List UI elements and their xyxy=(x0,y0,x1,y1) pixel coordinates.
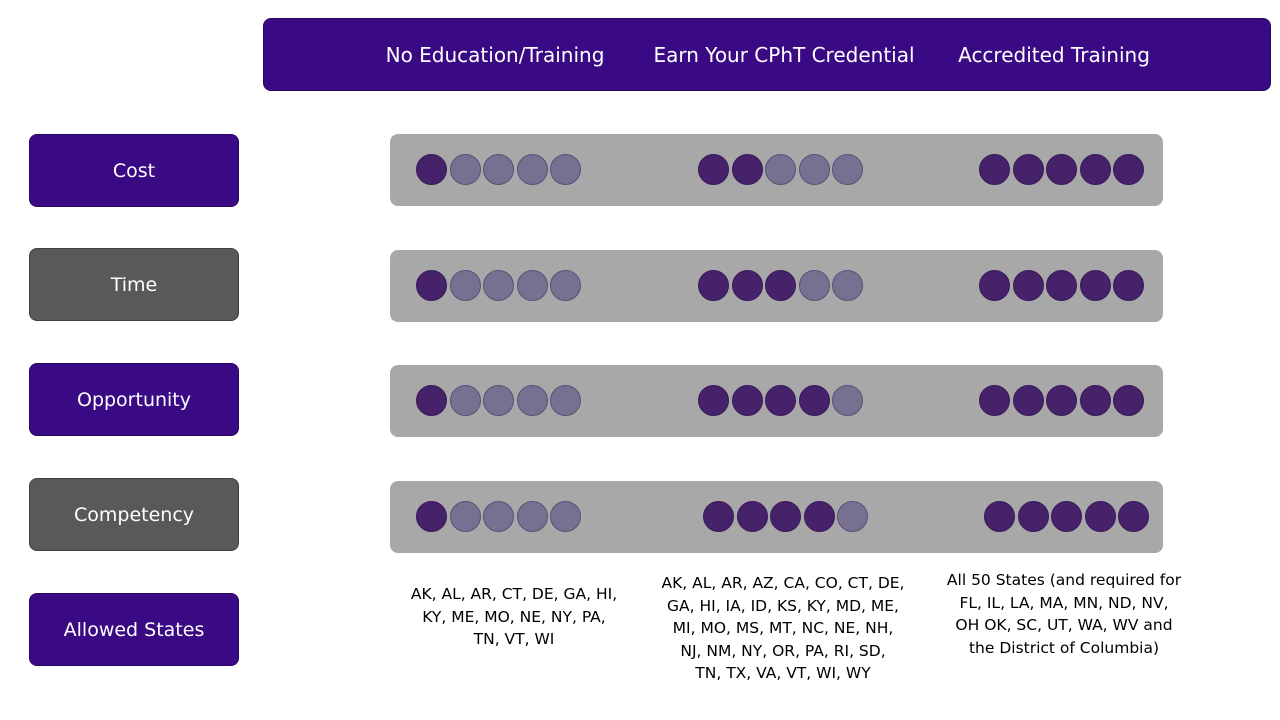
rating-dots-cost-cpht-credential xyxy=(698,154,866,185)
rating-dot-filled xyxy=(1118,501,1149,532)
rating-dot-empty xyxy=(550,154,581,185)
rating-dot-filled xyxy=(1051,501,1082,532)
rating-dot-filled xyxy=(416,385,447,416)
rating-dot-filled xyxy=(979,385,1010,416)
allowed-states-cpht-credential: AK, AL, AR, AZ, CA, CO, CT, DE, GA, HI, … xyxy=(661,574,905,682)
rating-dots-time-no-education xyxy=(416,270,584,301)
rating-dot-filled xyxy=(979,270,1010,301)
rating-dot-filled xyxy=(731,385,763,416)
rating-dot-empty xyxy=(516,270,548,301)
rating-dots-opportunity-cpht-credential xyxy=(698,385,866,416)
rating-dot-filled xyxy=(1113,154,1144,185)
rating-dot-empty xyxy=(483,501,514,532)
rating-dot-filled xyxy=(731,270,763,301)
rating-dot-empty xyxy=(483,385,514,416)
rating-dot-filled xyxy=(1113,270,1144,301)
rating-bar-time xyxy=(390,250,1163,322)
rating-bar-competency xyxy=(390,481,1163,553)
rating-bar-cost xyxy=(390,134,1163,206)
rating-dot-empty xyxy=(550,385,581,416)
rating-dot-empty xyxy=(516,501,548,532)
rating-dot-filled xyxy=(765,385,796,416)
rating-dot-empty xyxy=(550,501,581,532)
rating-dot-empty xyxy=(832,385,863,416)
rating-dots-opportunity-accredited-training xyxy=(979,385,1147,416)
rating-dots-opportunity-no-education xyxy=(416,385,584,416)
rating-dot-filled xyxy=(698,154,729,185)
rating-dot-filled xyxy=(1012,385,1044,416)
column-header-no-education: No Education/Training xyxy=(385,43,605,67)
row-label-allowed-states: Allowed States xyxy=(29,593,239,666)
rating-dot-empty xyxy=(798,270,830,301)
rating-dot-empty xyxy=(516,154,548,185)
rating-dot-empty xyxy=(483,154,514,185)
allowed-states-accredited-training: All 50 States (and required for FL, IL, … xyxy=(946,571,1182,657)
rating-dots-time-cpht-credential xyxy=(698,270,866,301)
rating-dot-filled xyxy=(698,270,729,301)
allowed-states-no-education: AK, AL, AR, CT, DE, GA, HI, KY, ME, MO, … xyxy=(410,585,618,648)
column-header-accredited-training: Accredited Training xyxy=(958,43,1150,67)
rating-dot-filled xyxy=(765,270,796,301)
rating-dot-filled xyxy=(770,501,801,532)
rating-dot-filled xyxy=(1113,385,1144,416)
row-label-opportunity: Opportunity xyxy=(29,363,239,436)
rating-dot-filled xyxy=(803,501,835,532)
rating-dot-filled xyxy=(984,501,1015,532)
rating-dots-cost-no-education xyxy=(416,154,584,185)
rating-dot-filled xyxy=(1084,501,1116,532)
rating-dot-empty xyxy=(765,154,796,185)
rating-dot-filled xyxy=(979,154,1010,185)
rating-dot-filled xyxy=(416,501,447,532)
rating-dot-empty xyxy=(832,270,863,301)
rating-dot-empty xyxy=(449,385,481,416)
rating-dot-filled xyxy=(798,385,830,416)
row-label-time: Time xyxy=(29,248,239,321)
rating-dots-competency-no-education xyxy=(416,501,584,532)
rating-dot-empty xyxy=(449,154,481,185)
rating-dot-filled xyxy=(1079,270,1111,301)
rating-dot-empty xyxy=(449,501,481,532)
rating-dot-empty xyxy=(837,501,868,532)
rating-dot-filled xyxy=(1012,270,1044,301)
rating-dot-filled xyxy=(1017,501,1049,532)
rating-dot-filled xyxy=(1012,154,1044,185)
rating-dot-filled xyxy=(703,501,734,532)
rating-dot-filled xyxy=(736,501,768,532)
rating-dot-empty xyxy=(483,270,514,301)
rating-dot-filled xyxy=(1046,270,1077,301)
rating-dot-empty xyxy=(449,270,481,301)
rating-dot-empty xyxy=(550,270,581,301)
rating-bar-opportunity xyxy=(390,365,1163,437)
rating-dot-filled xyxy=(416,270,447,301)
rating-dots-competency-cpht-credential xyxy=(703,501,871,532)
rating-dot-filled xyxy=(1046,385,1077,416)
rating-dot-empty xyxy=(516,385,548,416)
rating-dot-filled xyxy=(416,154,447,185)
rating-dots-time-accredited-training xyxy=(979,270,1147,301)
rating-dot-filled xyxy=(1079,385,1111,416)
rating-dots-competency-accredited-training xyxy=(984,501,1152,532)
rating-dot-filled xyxy=(1046,154,1077,185)
rating-dot-filled xyxy=(698,385,729,416)
row-label-cost: Cost xyxy=(29,134,239,207)
column-header-bar: No Education/Training Earn Your CPhT Cre… xyxy=(263,18,1271,91)
rating-dot-empty xyxy=(832,154,863,185)
rating-dots-cost-accredited-training xyxy=(979,154,1147,185)
row-label-competency: Competency xyxy=(29,478,239,551)
rating-dot-filled xyxy=(731,154,763,185)
rating-dot-empty xyxy=(798,154,830,185)
rating-dot-filled xyxy=(1079,154,1111,185)
column-header-cpht-credential: Earn Your CPhT Credential xyxy=(653,43,915,67)
